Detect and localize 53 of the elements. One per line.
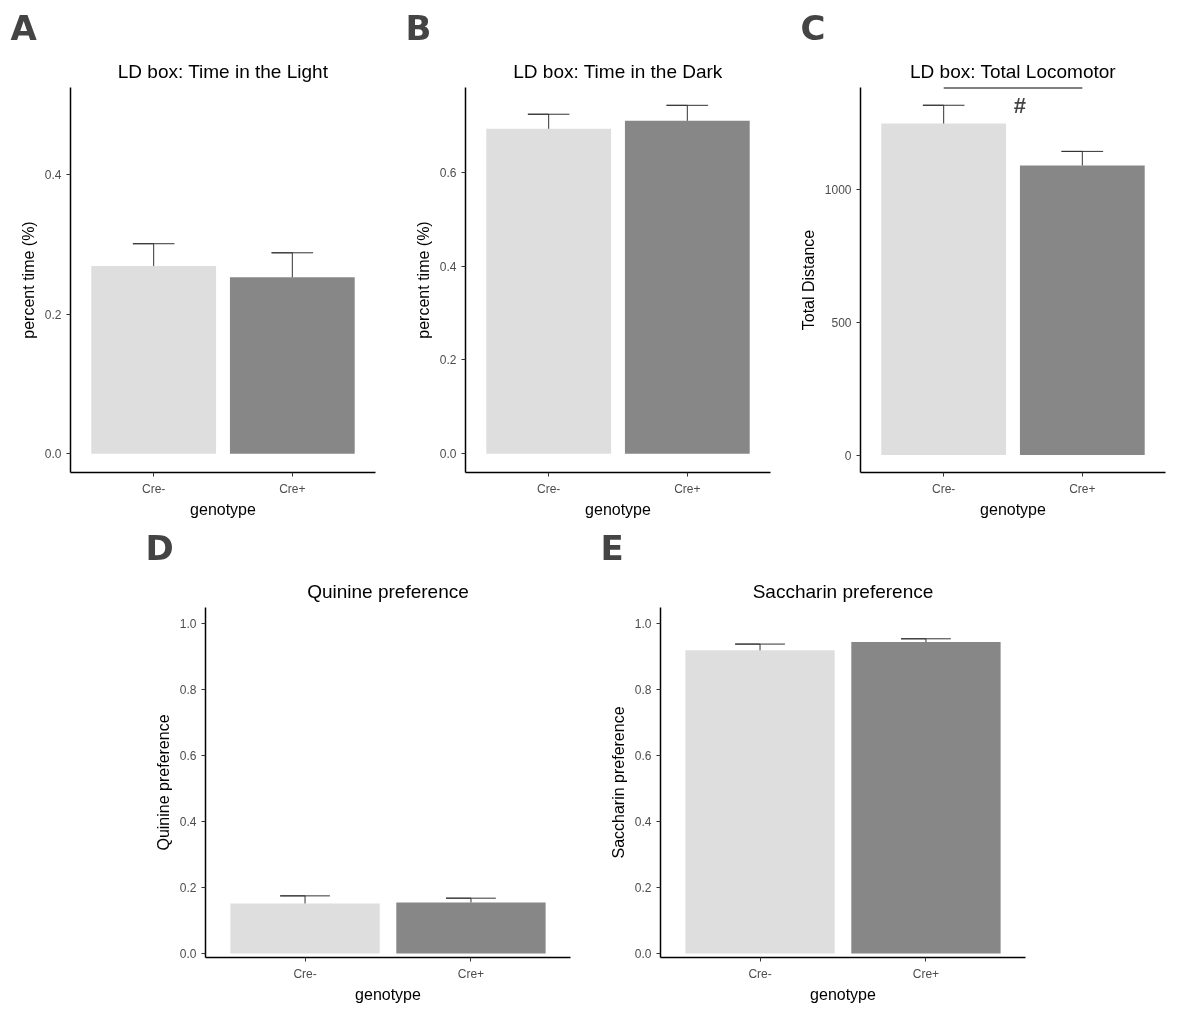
y-tick-label: 0.2 xyxy=(634,881,652,896)
chart-title: LD box: Time in the Light xyxy=(117,60,329,82)
y-tick-label: 0.6 xyxy=(439,165,457,180)
x-tick-label: Cre- xyxy=(142,481,166,496)
y-tick-label: 0.6 xyxy=(634,749,652,764)
y-tick-label: 1.0 xyxy=(634,617,652,632)
y-tick-label: 0.0 xyxy=(179,947,197,962)
y-tick-label: 0.0 xyxy=(634,947,652,962)
x-axis-title: genotype xyxy=(355,985,422,1003)
y-tick-label: 0.8 xyxy=(179,683,197,698)
x-axis-title: genotype xyxy=(810,985,877,1003)
y-tick-label: 0.4 xyxy=(179,815,197,830)
chart-title: Quinine preference xyxy=(307,580,469,602)
x-axis-title: genotype xyxy=(585,500,652,518)
y-tick-label: 0.0 xyxy=(439,447,457,462)
y-axis-title: Quinine preference xyxy=(154,714,172,851)
y-tick-label: 0 xyxy=(844,448,852,463)
x-tick-label: Cre+ xyxy=(674,481,701,496)
y-tick-label: 0.0 xyxy=(44,447,62,462)
y-axis-title: percent time (%) xyxy=(19,221,37,339)
x-axis-title: genotype xyxy=(190,500,257,518)
x-tick-label: Cre+ xyxy=(1069,481,1096,496)
y-tick-label: 1000 xyxy=(824,183,852,198)
y-tick-label: 0.2 xyxy=(179,881,197,896)
y-axis-title: Total Distance xyxy=(799,229,817,331)
x-tick-label: Cre+ xyxy=(279,481,306,496)
chart-title: LD box: Total Locomotor xyxy=(910,60,1117,82)
y-tick-label: 0.2 xyxy=(44,307,62,322)
y-tick-label: 0.2 xyxy=(439,353,457,368)
x-tick-label: Cre+ xyxy=(912,966,940,981)
y-axis-title: Saccharin preference xyxy=(609,706,627,859)
y-axis-title: percent time (%) xyxy=(414,221,432,339)
text: D xyxy=(145,527,174,568)
y-tick-label: 1.0 xyxy=(179,617,197,632)
y-tick-label: 0.4 xyxy=(634,815,652,830)
y-tick-label: 0.4 xyxy=(439,259,457,274)
y-tick-label: 0.4 xyxy=(44,168,62,183)
y-tick-label: 500 xyxy=(831,315,852,330)
x-tick-label: Cre- xyxy=(293,966,317,981)
y-tick-label: 0.8 xyxy=(634,683,652,698)
x-axis-title: genotype xyxy=(980,500,1047,518)
x-tick-label: Cre- xyxy=(537,481,561,496)
annotation: # xyxy=(1013,93,1027,119)
text: C xyxy=(800,7,826,48)
x-tick-label: Cre+ xyxy=(457,966,485,981)
x-tick-label: Cre- xyxy=(932,481,956,496)
text: E xyxy=(600,527,624,568)
x-tick-label: Cre- xyxy=(748,966,772,981)
y-tick-label: 0.6 xyxy=(179,749,197,764)
chart-title: LD box: Time in the Dark xyxy=(513,60,723,82)
text: A xyxy=(10,7,38,48)
text: B xyxy=(405,7,432,48)
chart-title: Saccharin preference xyxy=(752,580,934,602)
